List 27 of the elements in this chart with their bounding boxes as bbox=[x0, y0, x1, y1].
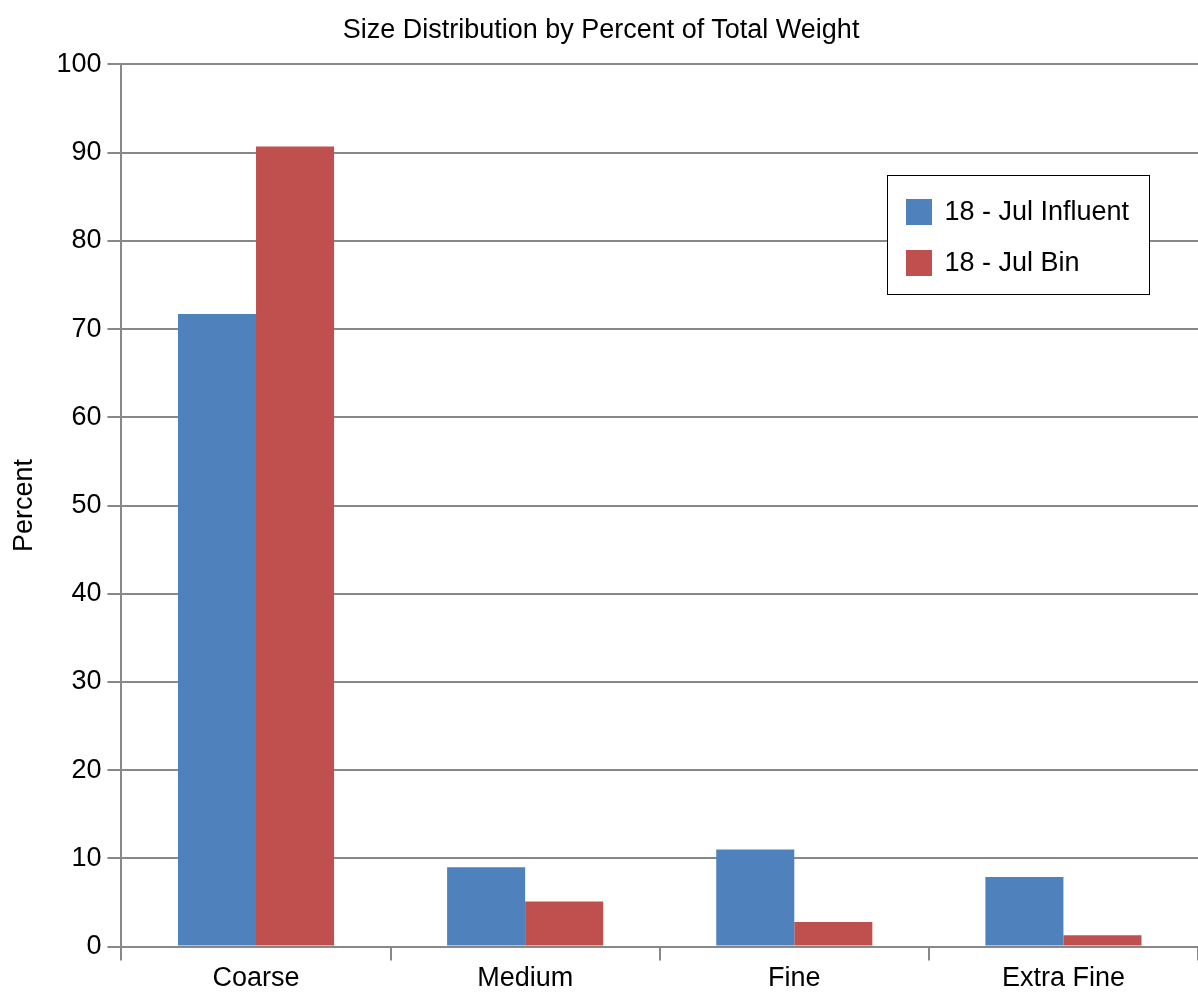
bar bbox=[525, 901, 604, 946]
chart-title: Size Distribution by Percent of Total Weight bbox=[342, 13, 860, 44]
y-tick-label: 10 bbox=[71, 841, 102, 872]
y-tick-label: 40 bbox=[71, 577, 102, 608]
y-tick-label: 30 bbox=[71, 665, 102, 696]
bar bbox=[447, 867, 526, 946]
y-tick-label: 70 bbox=[71, 312, 102, 343]
y-tick-label: 20 bbox=[71, 753, 102, 784]
y-axis-title: Percent bbox=[7, 458, 38, 553]
bar bbox=[1063, 935, 1142, 946]
y-tick-label: 100 bbox=[56, 47, 102, 78]
bar bbox=[256, 146, 335, 946]
legend-label: 18 - Jul Influent bbox=[944, 196, 1129, 227]
x-tick-label: Coarse bbox=[212, 962, 300, 993]
x-tick-label: Extra Fine bbox=[1001, 962, 1125, 993]
x-tick-label: Medium bbox=[477, 962, 574, 993]
bar bbox=[177, 314, 257, 946]
y-tick-label: 0 bbox=[86, 930, 102, 961]
y-tick-label: 60 bbox=[71, 400, 102, 431]
bar bbox=[794, 921, 873, 946]
legend-label: 18 - Jul Bin bbox=[944, 247, 1080, 278]
bar bbox=[716, 849, 795, 946]
bar bbox=[985, 876, 1064, 946]
x-tick-label: Fine bbox=[768, 962, 821, 993]
y-tick-label: 50 bbox=[71, 488, 102, 519]
y-tick-label: 90 bbox=[71, 136, 102, 167]
y-tick-label: 80 bbox=[71, 224, 102, 255]
